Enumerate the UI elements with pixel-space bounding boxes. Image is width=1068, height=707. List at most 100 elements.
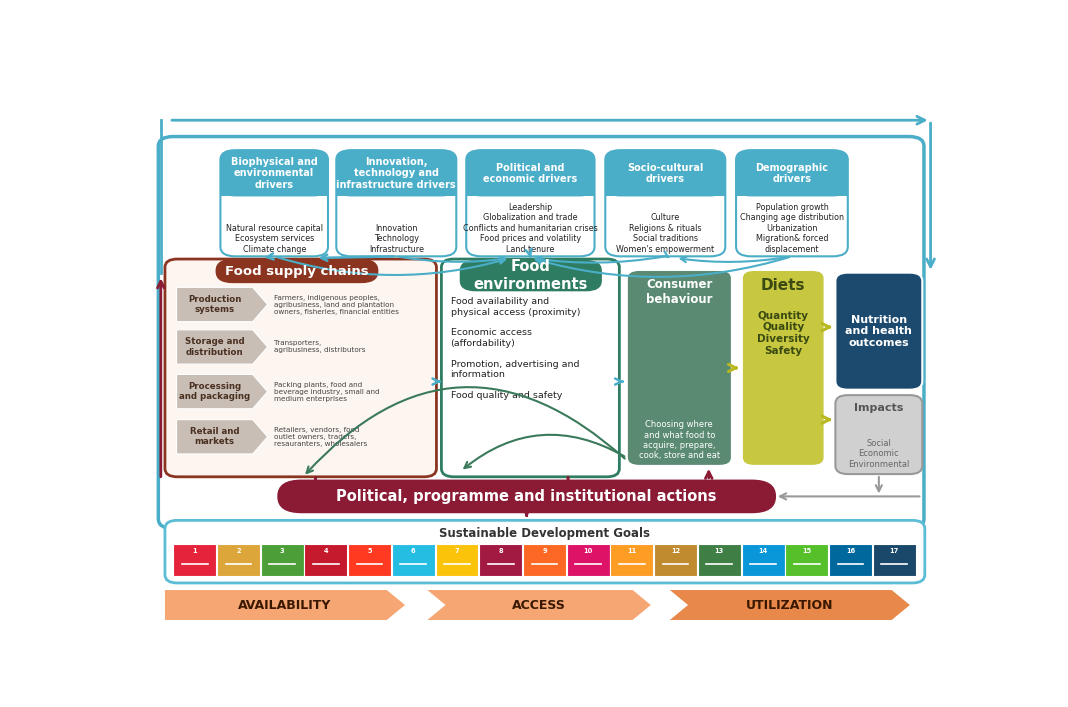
Text: AVAILABILITY: AVAILABILITY	[238, 599, 332, 612]
FancyBboxPatch shape	[873, 544, 915, 576]
Text: Choosing where
and what food to
acquire, prepare,
cook, store and eat: Choosing where and what food to acquire,…	[639, 420, 720, 460]
Text: Packing plants, food and
beverage industry, small and
medium enterprises: Packing plants, food and beverage indust…	[274, 382, 380, 402]
Text: 16: 16	[846, 547, 855, 554]
FancyArrowPatch shape	[307, 387, 625, 473]
Text: Production
systems: Production systems	[188, 295, 241, 314]
FancyBboxPatch shape	[164, 259, 437, 477]
Text: 3: 3	[280, 547, 284, 554]
Text: 4: 4	[324, 547, 328, 554]
FancyArrowPatch shape	[680, 257, 789, 262]
FancyBboxPatch shape	[441, 259, 619, 477]
FancyArrowPatch shape	[433, 378, 440, 385]
Polygon shape	[670, 590, 910, 620]
Text: Nutrition
and health
outcomes: Nutrition and health outcomes	[846, 315, 912, 348]
Text: Storage and
distribution: Storage and distribution	[185, 337, 245, 356]
FancyArrowPatch shape	[312, 478, 319, 486]
FancyBboxPatch shape	[736, 150, 848, 257]
Text: Culture
Religions & rituals
Social traditions
Women's empowerment: Culture Religions & rituals Social tradi…	[616, 214, 714, 254]
Text: 5: 5	[367, 547, 372, 554]
FancyBboxPatch shape	[835, 273, 923, 390]
FancyBboxPatch shape	[480, 544, 522, 576]
Bar	[736, 178, 848, 197]
FancyArrowPatch shape	[565, 478, 571, 486]
FancyBboxPatch shape	[742, 270, 824, 466]
FancyArrowPatch shape	[780, 493, 920, 499]
FancyBboxPatch shape	[736, 150, 848, 197]
Text: Food supply chains: Food supply chains	[225, 264, 368, 278]
FancyArrowPatch shape	[536, 257, 662, 262]
FancyBboxPatch shape	[173, 544, 216, 576]
Text: 2: 2	[236, 547, 240, 554]
Text: Impacts: Impacts	[854, 403, 904, 414]
FancyBboxPatch shape	[655, 544, 697, 576]
FancyBboxPatch shape	[220, 150, 328, 257]
Text: 12: 12	[671, 547, 680, 554]
FancyBboxPatch shape	[392, 544, 435, 576]
FancyArrowPatch shape	[615, 378, 623, 385]
FancyArrowPatch shape	[536, 257, 789, 277]
Polygon shape	[176, 420, 268, 454]
FancyBboxPatch shape	[336, 150, 456, 197]
FancyArrowPatch shape	[523, 508, 530, 515]
Text: Biophysical and
environmental
drivers: Biophysical and environmental drivers	[231, 157, 317, 190]
Text: Processing
and packaging: Processing and packaging	[179, 382, 250, 402]
FancyBboxPatch shape	[606, 150, 725, 197]
Bar	[220, 178, 328, 197]
Text: 15: 15	[802, 547, 812, 554]
FancyArrowPatch shape	[321, 255, 393, 261]
FancyArrowPatch shape	[728, 364, 736, 372]
FancyBboxPatch shape	[467, 150, 595, 197]
Text: 7: 7	[455, 547, 459, 554]
FancyBboxPatch shape	[741, 544, 785, 576]
Text: Socio-cultural
drivers: Socio-cultural drivers	[627, 163, 704, 184]
FancyBboxPatch shape	[627, 270, 732, 466]
Text: 6: 6	[411, 547, 415, 554]
Text: 8: 8	[499, 547, 503, 554]
Text: Natural resource capital
Ecosystem services
Climate change: Natural resource capital Ecosystem servi…	[225, 224, 323, 254]
Bar	[606, 178, 725, 197]
Polygon shape	[176, 375, 268, 409]
Text: 11: 11	[627, 547, 637, 554]
Text: 9: 9	[543, 547, 547, 554]
Text: ACCESS: ACCESS	[513, 599, 566, 612]
FancyBboxPatch shape	[835, 395, 923, 474]
Text: Food
environments: Food environments	[473, 259, 588, 292]
FancyBboxPatch shape	[436, 544, 478, 576]
Text: Quantity
Quality
Diversity
Safety: Quantity Quality Diversity Safety	[757, 311, 810, 356]
FancyBboxPatch shape	[523, 544, 566, 576]
Text: Social
Economic
Environmental: Social Economic Environmental	[848, 439, 910, 469]
Text: Demographic
drivers: Demographic drivers	[755, 163, 829, 184]
Polygon shape	[176, 329, 268, 364]
FancyArrowPatch shape	[706, 472, 712, 479]
Text: 13: 13	[714, 547, 724, 554]
Text: 1: 1	[192, 547, 197, 554]
Polygon shape	[427, 590, 650, 620]
FancyBboxPatch shape	[304, 544, 347, 576]
FancyBboxPatch shape	[220, 150, 328, 197]
Text: 14: 14	[758, 547, 768, 554]
FancyBboxPatch shape	[467, 150, 595, 257]
FancyArrowPatch shape	[876, 477, 882, 491]
Text: Innovation,
technology and
infrastructure drivers: Innovation, technology and infrastructur…	[336, 157, 456, 190]
FancyBboxPatch shape	[829, 544, 871, 576]
FancyArrowPatch shape	[465, 435, 625, 468]
FancyBboxPatch shape	[336, 150, 456, 257]
FancyBboxPatch shape	[216, 259, 378, 283]
FancyArrowPatch shape	[822, 324, 830, 331]
Text: Transporters,
agribusiness, distributors: Transporters, agribusiness, distributors	[274, 341, 365, 354]
Text: Political, programme and institutional actions: Political, programme and institutional a…	[336, 489, 717, 504]
FancyBboxPatch shape	[217, 544, 260, 576]
FancyArrowPatch shape	[822, 416, 830, 423]
Polygon shape	[176, 287, 268, 322]
Text: 10: 10	[583, 547, 593, 554]
FancyBboxPatch shape	[460, 261, 601, 291]
Text: 17: 17	[890, 547, 899, 554]
FancyBboxPatch shape	[164, 520, 925, 583]
Text: Retailers, vendors, food
outlet owners, traders,
resauranters, wholesalers: Retailers, vendors, food outlet owners, …	[274, 427, 367, 447]
Text: UTILIZATION: UTILIZATION	[747, 599, 834, 612]
FancyBboxPatch shape	[279, 481, 775, 512]
FancyBboxPatch shape	[606, 150, 725, 257]
FancyArrowPatch shape	[277, 257, 505, 275]
Polygon shape	[164, 590, 405, 620]
FancyArrowPatch shape	[525, 249, 532, 257]
